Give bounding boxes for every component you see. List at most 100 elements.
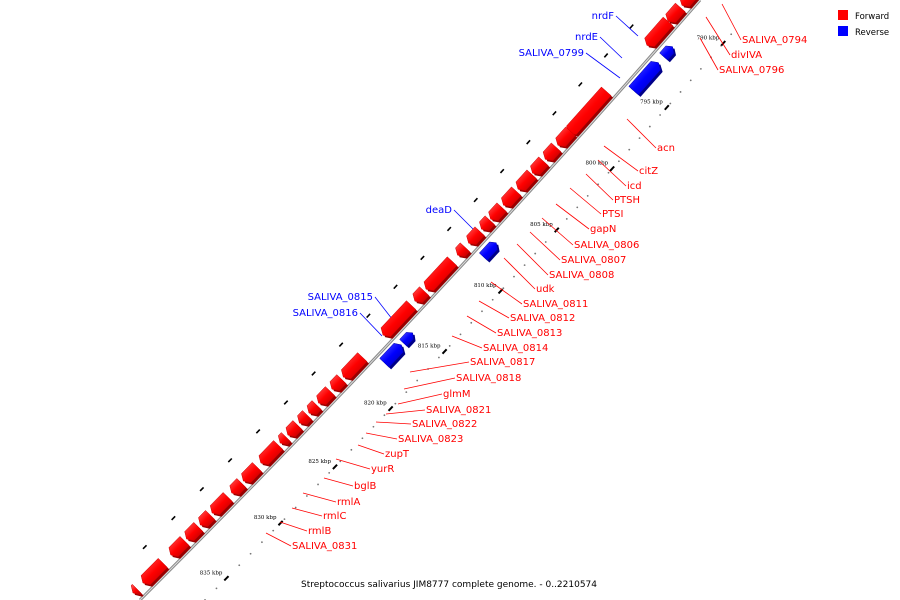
- scale-tick-label: 820 kbp: [364, 401, 387, 407]
- scale-minor-tick: [199, 486, 205, 492]
- forward-gene: [329, 374, 347, 391]
- scale-dot: [586, 194, 589, 197]
- reverse-gene-label: SALIVA_0799: [519, 48, 584, 59]
- scale-dot: [328, 472, 331, 474]
- forward-gene: [501, 186, 522, 207]
- forward-gene-label: udk: [536, 284, 555, 295]
- forward-gene: [285, 420, 303, 437]
- forward-label-leader: [490, 281, 523, 305]
- forward-gene-label: SALIVA_0807: [561, 255, 626, 266]
- forward-gene-label: bglB: [354, 481, 376, 492]
- forward-label-leader: [397, 393, 443, 405]
- forward-gene: [209, 492, 233, 515]
- forward-gene: [341, 352, 368, 379]
- scale-dot: [261, 541, 263, 544]
- scale-dot: [534, 252, 537, 255]
- scale-ticks: 790 kbp 795 kbp 800 kbp 805 kbp 810 kbp 815 k…: [142, 0, 727, 582]
- forward-gene-label: SALIVA_0806: [574, 240, 639, 251]
- forward-label-leader: [323, 477, 354, 487]
- scale-dots: [204, 33, 733, 600]
- forward-gene: [644, 16, 674, 47]
- forward-label-leader: [555, 203, 590, 230]
- forward-gene-label: SALIVA_0817: [470, 357, 535, 368]
- forward-label-leader: [357, 444, 385, 455]
- scale-dot: [272, 529, 275, 532]
- scale-dot: [523, 264, 526, 267]
- scale-tick-label: 835 kbp: [200, 570, 223, 576]
- scale-dot: [294, 506, 297, 509]
- forward-gene: [198, 510, 216, 527]
- scale-tick-mark: [277, 520, 284, 526]
- forward-gene-label: yurR: [371, 464, 394, 475]
- forward-label-leader: [302, 492, 337, 503]
- genome-backbone-highlight: [139, 0, 701, 600]
- forward-label-leader: [335, 458, 371, 470]
- scale-dot: [576, 206, 579, 209]
- forward-label-leader: [291, 507, 323, 517]
- forward-label-leader: [626, 118, 657, 149]
- scale-dot: [238, 564, 241, 567]
- scale-dot: [679, 91, 682, 93]
- forward-gene: [542, 142, 562, 161]
- scale-dot: [215, 587, 218, 590]
- scale-tick-label: 810 kbp: [474, 283, 497, 289]
- scale-minor-tick: [629, 24, 634, 29]
- scale-minor-tick: [603, 53, 609, 58]
- forward-gene: [306, 400, 322, 415]
- scale-dot: [689, 79, 692, 82]
- forward-gene-label: citZ: [639, 166, 658, 177]
- scale-minor-tick: [255, 429, 261, 434]
- forward-label-leader: [603, 145, 639, 172]
- scale-dot: [730, 33, 733, 36]
- forward-gene-label: gapN: [590, 224, 616, 235]
- forward-gene-label: icd: [627, 181, 642, 192]
- reverse-gene-label: nrdF: [592, 11, 615, 22]
- scale-dot: [283, 518, 286, 520]
- forward-gene-label: PTSH: [614, 195, 640, 206]
- scale-minor-tick: [473, 197, 479, 203]
- forward-label-leader: [529, 231, 561, 261]
- scale-minor-tick: [311, 371, 316, 376]
- forward-gene-label: acn: [657, 143, 675, 154]
- scale-minor-tick: [393, 284, 398, 290]
- scale-minor-tick: [552, 110, 557, 116]
- forward-gene: [380, 300, 417, 337]
- forward-gene-label: SALIVA_0818: [456, 373, 521, 384]
- scale-tick-label: 830 kbp: [254, 515, 277, 521]
- forward-gene: [297, 410, 313, 425]
- scale-dot: [372, 425, 375, 428]
- genome-caption: Streptococcus salivarius JIM8777 complet…: [301, 580, 597, 590]
- scale-dot: [669, 102, 672, 105]
- scale-minor-tick: [142, 544, 148, 550]
- reverse-gene-label: SALIVA_0816: [293, 308, 358, 319]
- forward-gene-label: SALIVA_0822: [412, 419, 477, 430]
- scale-dot: [607, 171, 610, 174]
- forward-gene-label: SALIVA_0811: [523, 299, 588, 310]
- legend-forward-label: Forward: [855, 12, 889, 22]
- forward-gene-label: SALIVA_0794: [742, 35, 807, 46]
- scale-dot: [502, 287, 505, 290]
- scale-tick-mark: [720, 40, 727, 47]
- scale-dot: [699, 67, 702, 70]
- scale-dot: [491, 298, 494, 301]
- forward-label-leader: [705, 16, 731, 56]
- forward-label-leader: [403, 377, 456, 390]
- forward-label-leader: [451, 335, 483, 349]
- forward-label-leader: [279, 521, 308, 532]
- scale-dot: [638, 137, 641, 140]
- reverse-gene: [478, 241, 498, 261]
- scale-minor-tick: [171, 515, 176, 521]
- forward-gene: [479, 215, 495, 231]
- forward-label-leader: [699, 37, 719, 71]
- forward-label-leader: [516, 243, 549, 276]
- forward-gene: [130, 583, 142, 595]
- scale-tick-label: 800 kbp: [586, 161, 609, 167]
- forward-label-leader: [569, 187, 602, 215]
- forward-gene: [530, 156, 549, 175]
- reverse-label-leader: [359, 312, 383, 337]
- forward-label-leader: [375, 421, 412, 425]
- forward-label-leader: [585, 173, 614, 201]
- scale-minor-tick: [446, 226, 452, 232]
- forward-gene-label: SALIVA_0814: [483, 343, 548, 354]
